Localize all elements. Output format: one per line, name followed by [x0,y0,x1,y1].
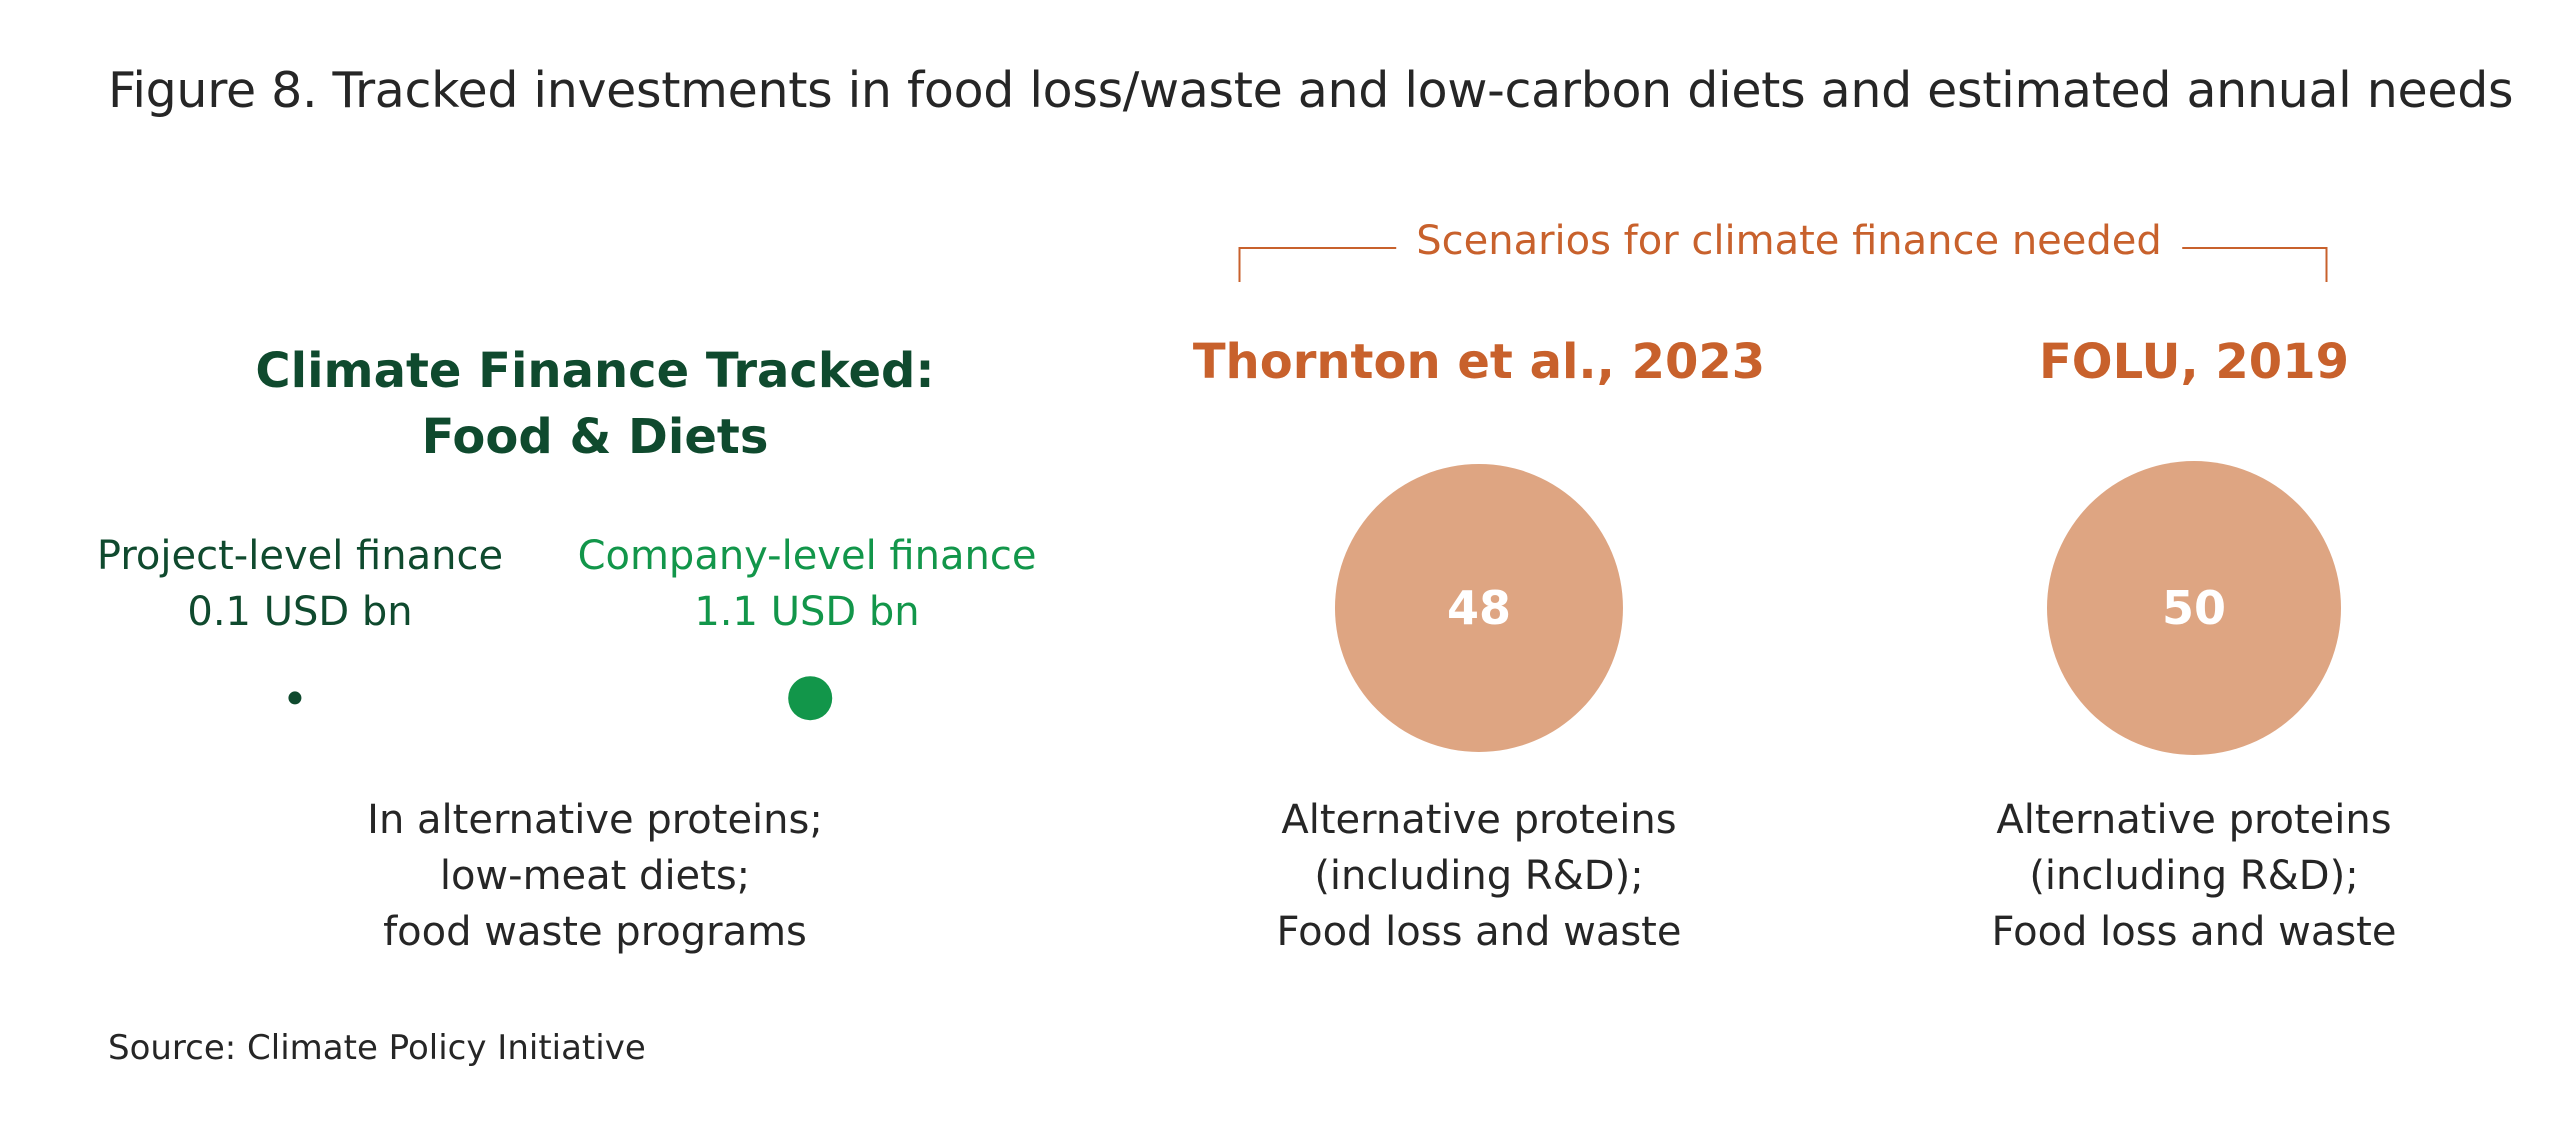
tracked-desc-line-2: low-meat diets; [439,853,751,899]
company-finance-label: Company-level finance 1.1 USD bn [578,528,1037,640]
project-finance-name: Project-level finance [96,533,504,579]
scenario-thornton-desc-line-2: (including R&D); [1314,853,1644,899]
project-finance-label: Project-level finance 0.1 USD bn [97,528,503,640]
needs-bubble-folu: 50 [2047,461,2341,755]
scenario-folu-desc-line-3: Food loss and waste [1991,909,2397,955]
figure-title: Figure 8. Tracked investments in food lo… [108,62,2514,119]
company-finance-name: Company-level finance [577,533,1037,579]
needs-value-folu: 50 [2161,581,2226,635]
scenario-thornton-desc-line-3: Food loss and waste [1276,909,1682,955]
tracked-heading-line-2: Food & Diets [421,409,769,465]
project-finance-value: 0.1 USD bn [187,589,413,635]
source-note: Source: Climate Policy Initiative [108,1028,646,1068]
scenario-heading-folu: FOLU, 2019 [2039,334,2349,390]
scenario-folu-desc-line-1: Alternative proteins [1996,797,2392,843]
tracked-finance-description: In alternative proteins; low-meat diets;… [367,792,823,960]
tracked-finance-heading: Climate Finance Tracked: Food & Diets [255,338,934,470]
company-finance-bubble [788,676,832,720]
tracked-heading-line-1: Climate Finance Tracked: [255,343,935,399]
scenario-thornton-desc-line-1: Alternative proteins [1281,797,1677,843]
company-finance-value: 1.1 USD bn [694,589,920,635]
scenario-folu-desc-line-2: (including R&D); [2029,853,2359,899]
project-finance-bubble [288,691,302,705]
scenario-description-thornton: Alternative proteins (including R&D); Fo… [1277,792,1682,960]
needs-value-thornton: 48 [1446,580,1512,635]
needs-bubble-thornton: 48 [1334,463,1624,753]
tracked-desc-line-3: food waste programs [383,909,807,955]
scenario-bracket-label: Scenarios for climate finance needed [1396,218,2182,264]
scenario-description-folu: Alternative proteins (including R&D); Fo… [1992,792,2397,960]
tracked-desc-line-1: In alternative proteins; [367,797,823,843]
scenario-heading-thornton: Thornton et al., 2023 [1192,334,1766,390]
